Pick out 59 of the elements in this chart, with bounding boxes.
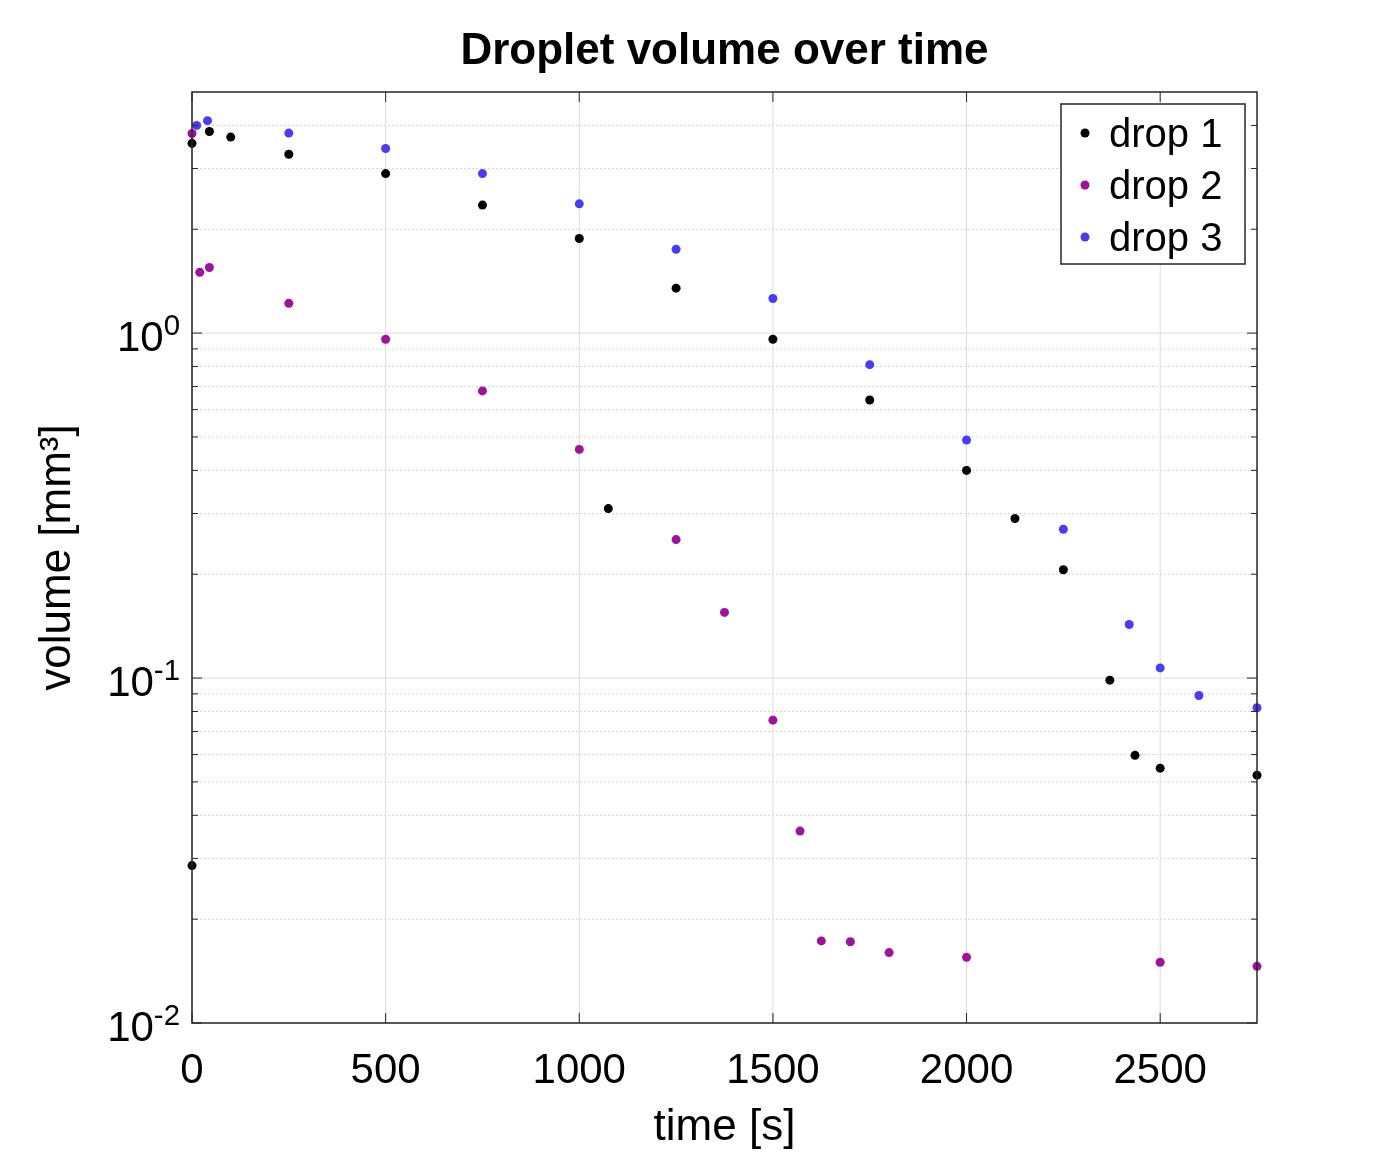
point bbox=[720, 607, 729, 617]
point bbox=[1058, 524, 1068, 534]
point bbox=[381, 143, 391, 153]
point bbox=[574, 199, 584, 209]
point bbox=[284, 128, 294, 138]
x-tick-label: 2000 bbox=[919, 1045, 1014, 1092]
point bbox=[768, 715, 778, 725]
point bbox=[671, 244, 681, 254]
y-tick-label: 10$^{-1}$ bbox=[107, 652, 180, 706]
point bbox=[477, 386, 487, 396]
point bbox=[1010, 514, 1020, 524]
y-axis-title: volume [mm³] bbox=[30, 424, 79, 691]
x-tick-label: 0 bbox=[180, 1045, 204, 1092]
legend-label: drop 3 bbox=[1109, 215, 1223, 259]
point bbox=[1130, 750, 1140, 760]
point bbox=[603, 504, 613, 514]
y-tick-label: 10$^{0}$ bbox=[116, 307, 180, 361]
point bbox=[1155, 663, 1165, 673]
point bbox=[195, 267, 205, 277]
point bbox=[671, 283, 681, 293]
point bbox=[768, 293, 778, 303]
point bbox=[795, 826, 805, 836]
point bbox=[284, 149, 294, 159]
point bbox=[962, 952, 972, 962]
y-tick-label: 10$^{-2}$ bbox=[107, 997, 180, 1050]
point bbox=[204, 262, 214, 272]
point bbox=[284, 298, 294, 308]
point bbox=[671, 535, 681, 545]
point bbox=[1155, 763, 1165, 773]
point bbox=[865, 360, 875, 370]
point bbox=[768, 334, 778, 344]
point bbox=[574, 234, 584, 244]
x-tick-label: 1000 bbox=[532, 1045, 626, 1092]
point bbox=[962, 465, 972, 475]
point bbox=[1124, 619, 1134, 629]
point bbox=[1194, 691, 1204, 701]
point bbox=[816, 936, 826, 946]
chart-title: Droplet volume over time bbox=[460, 24, 989, 73]
point bbox=[226, 132, 236, 142]
point bbox=[477, 169, 487, 179]
point bbox=[381, 334, 391, 344]
point bbox=[1058, 565, 1068, 575]
point bbox=[845, 937, 855, 947]
x-tick-label: 500 bbox=[350, 1045, 421, 1092]
point bbox=[884, 948, 894, 958]
legend-label: drop 1 bbox=[1109, 111, 1223, 155]
x-axis-title: time [s] bbox=[653, 1100, 796, 1149]
point bbox=[574, 444, 584, 454]
point bbox=[204, 127, 214, 137]
point bbox=[202, 116, 212, 126]
point bbox=[962, 435, 972, 445]
legend-label: drop 2 bbox=[1109, 163, 1223, 207]
point bbox=[381, 169, 391, 179]
point bbox=[865, 395, 875, 405]
point bbox=[477, 200, 487, 210]
point bbox=[1105, 675, 1115, 685]
x-tick-label: 2500 bbox=[1113, 1045, 1207, 1092]
point bbox=[1155, 957, 1165, 967]
x-tick-label: 1500 bbox=[726, 1045, 820, 1092]
